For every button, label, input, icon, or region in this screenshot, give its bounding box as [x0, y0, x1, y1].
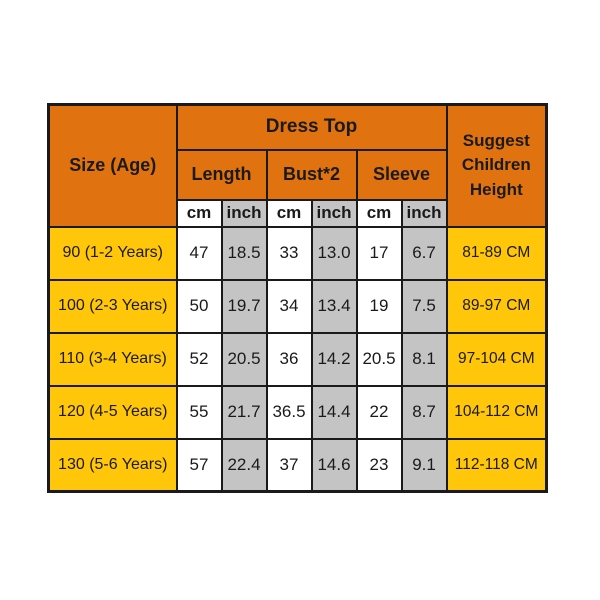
sleeve-inch-cell: 8.1	[400, 331, 448, 387]
height-cell: 89-97 CM	[445, 278, 548, 334]
length-inch-unit-header: inch	[220, 198, 268, 228]
sleeve-inch-unit-header: inch	[400, 198, 448, 228]
size-cell: 100 (2-3 Years)	[47, 278, 178, 334]
suggest-children-height-header: Suggest Children Height	[445, 103, 548, 228]
height-cell: 81-89 CM	[445, 225, 548, 281]
size-cell: 120 (4-5 Years)	[47, 384, 178, 440]
length-inch-cell: 21.7	[220, 384, 268, 440]
length-inch-cell: 22.4	[220, 437, 268, 493]
bust-header: Bust*2	[265, 148, 358, 201]
table-row: 90 (1-2 Years) 47 18.5 33 13.0 17 6.7 81…	[47, 225, 548, 281]
height-cell: 97-104 CM	[445, 331, 548, 387]
bust-inch-cell: 14.6	[310, 437, 358, 493]
bust-inch-cell: 13.0	[310, 225, 358, 281]
bust-inch-cell: 14.4	[310, 384, 358, 440]
sleeve-cm-cell: 20.5	[355, 331, 403, 387]
sleeve-cm-cell: 19	[355, 278, 403, 334]
table-row: 100 (2-3 Years) 50 19.7 34 13.4 19 7.5 8…	[47, 278, 548, 334]
bust-cm-cell: 36.5	[265, 384, 313, 440]
sleeve-inch-cell: 7.5	[400, 278, 448, 334]
length-inch-cell: 20.5	[220, 331, 268, 387]
size-cell: 90 (1-2 Years)	[47, 225, 178, 281]
bust-cm-cell: 33	[265, 225, 313, 281]
bust-cm-cell: 34	[265, 278, 313, 334]
height-cell: 112-118 CM	[445, 437, 548, 493]
length-cm-cell: 50	[175, 278, 223, 334]
bust-inch-cell: 13.4	[310, 278, 358, 334]
length-inch-cell: 18.5	[220, 225, 268, 281]
sleeve-cm-cell: 17	[355, 225, 403, 281]
sleeve-cm-cell: 23	[355, 437, 403, 493]
size-cell: 130 (5-6 Years)	[47, 437, 178, 493]
length-cm-cell: 57	[175, 437, 223, 493]
length-inch-cell: 19.7	[220, 278, 268, 334]
length-cm-cell: 47	[175, 225, 223, 281]
size-chart-table: Size (Age) Dress Top Suggest Children He…	[47, 103, 549, 493]
size-age-header: Size (Age)	[47, 103, 178, 228]
dress-top-header: Dress Top	[175, 103, 448, 151]
sleeve-cm-unit-header: cm	[355, 198, 403, 228]
table-row: 110 (3-4 Years) 52 20.5 36 14.2 20.5 8.1…	[47, 331, 548, 387]
bust-cm-unit-header: cm	[265, 198, 313, 228]
bust-inch-cell: 14.2	[310, 331, 358, 387]
bust-inch-unit-header: inch	[310, 198, 358, 228]
bust-cm-cell: 36	[265, 331, 313, 387]
size-cell: 110 (3-4 Years)	[47, 331, 178, 387]
sleeve-cm-cell: 22	[355, 384, 403, 440]
sleeve-inch-cell: 6.7	[400, 225, 448, 281]
table-row: 130 (5-6 Years) 57 22.4 37 14.6 23 9.1 1…	[47, 437, 548, 493]
length-header: Length	[175, 148, 268, 201]
sleeve-inch-cell: 9.1	[400, 437, 448, 493]
sleeve-header: Sleeve	[355, 148, 448, 201]
length-cm-cell: 55	[175, 384, 223, 440]
table-row: 120 (4-5 Years) 55 21.7 36.5 14.4 22 8.7…	[47, 384, 548, 440]
length-cm-cell: 52	[175, 331, 223, 387]
bust-cm-cell: 37	[265, 437, 313, 493]
sleeve-inch-cell: 8.7	[400, 384, 448, 440]
height-cell: 104-112 CM	[445, 384, 548, 440]
length-cm-unit-header: cm	[175, 198, 223, 228]
